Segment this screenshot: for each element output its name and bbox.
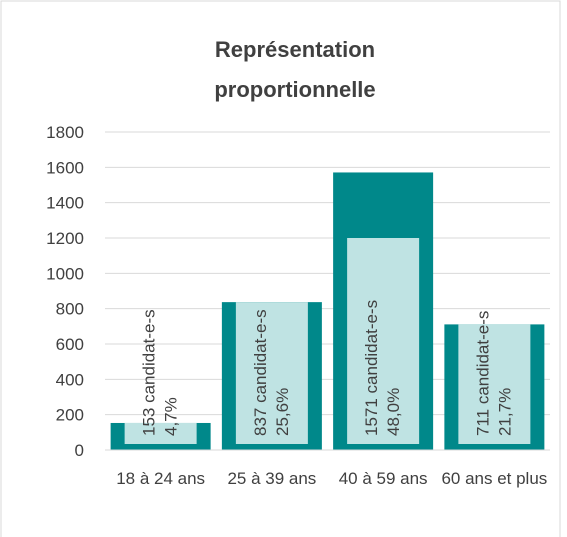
value-label: 837 candidat-e-s [251, 309, 270, 436]
label-box [124, 422, 197, 444]
percent-label: 4,7% [162, 397, 181, 436]
percent-label: 21,7% [495, 388, 514, 436]
value-label: 711 candidat-e-s [473, 311, 492, 436]
x-tick-label: 25 à 39 ans [227, 469, 317, 488]
x-tick-label: 18 à 24 ans [116, 469, 206, 488]
value-label: 1571 candidat-e-s [362, 300, 381, 436]
chart-title: Représentation proportionnelle [214, 37, 376, 102]
y-tick-label: 400 [56, 370, 84, 389]
y-tick-label: 1400 [46, 194, 84, 213]
percent-label: 48,0% [384, 388, 403, 436]
x-tick-label: 60 ans et plus [441, 469, 548, 488]
percent-label: 25,6% [273, 388, 292, 436]
y-tick-label: 1000 [46, 264, 84, 283]
x-tick-label: 40 à 59 ans [338, 469, 428, 488]
label-box [347, 238, 420, 444]
y-tick-label: 0 [75, 441, 84, 460]
label-box [235, 302, 308, 444]
y-tick-label: 600 [56, 335, 84, 354]
label-box [458, 324, 531, 444]
y-tick-label: 800 [56, 300, 84, 319]
y-tick-label: 1200 [46, 229, 84, 248]
value-label: 153 candidat-e-s [140, 309, 159, 436]
y-tick-label: 1800 [46, 123, 84, 142]
y-tick-label: 1600 [46, 158, 84, 177]
y-tick-label: 200 [56, 406, 84, 425]
